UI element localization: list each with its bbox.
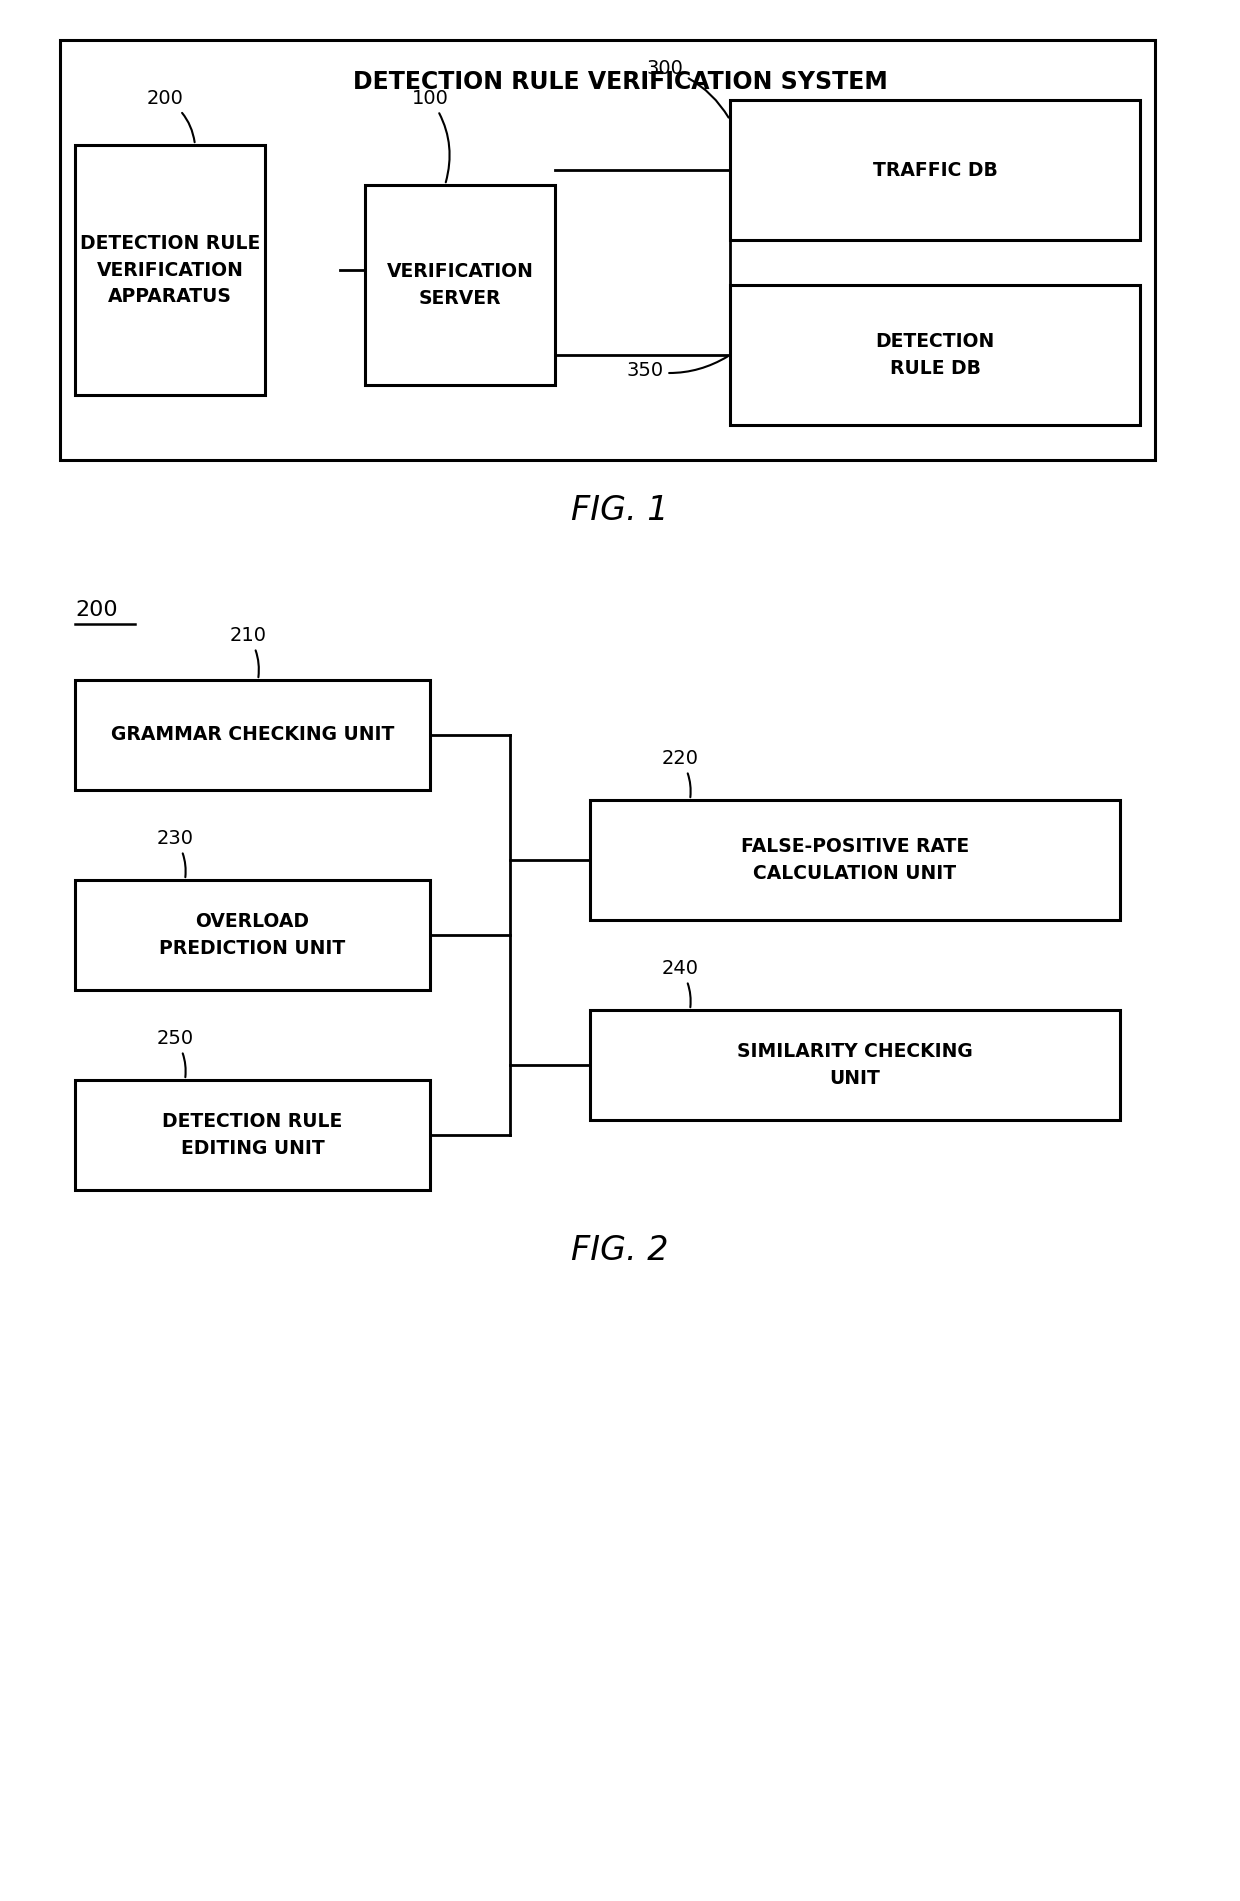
Bar <box>74 144 265 395</box>
Text: OVERLOAD
PREDICTION UNIT: OVERLOAD PREDICTION UNIT <box>160 912 346 958</box>
Bar <box>60 40 1154 460</box>
Text: 100: 100 <box>412 89 450 182</box>
Text: DETECTION
RULE DB: DETECTION RULE DB <box>875 333 994 378</box>
Text: DETECTION RULE VERIFICATION SYSTEM: DETECTION RULE VERIFICATION SYSTEM <box>352 70 888 93</box>
Text: 200: 200 <box>74 601 118 620</box>
Text: 250: 250 <box>156 1028 193 1078</box>
Text: GRAMMAR CHECKING UNIT: GRAMMAR CHECKING UNIT <box>110 726 394 745</box>
Bar <box>590 800 1120 920</box>
Text: 220: 220 <box>661 749 698 797</box>
Text: FIG. 2: FIG. 2 <box>572 1234 668 1266</box>
Text: 300: 300 <box>646 59 729 118</box>
Text: SIMILARITY CHECKING
UNIT: SIMILARITY CHECKING UNIT <box>737 1042 973 1087</box>
Text: 200: 200 <box>146 89 195 143</box>
Bar <box>730 285 1140 426</box>
Bar <box>74 1080 430 1190</box>
Text: FALSE-POSITIVE RATE
CALCULATION UNIT: FALSE-POSITIVE RATE CALCULATION UNIT <box>742 836 970 882</box>
Bar <box>74 681 430 791</box>
Text: FIG. 1: FIG. 1 <box>572 494 668 527</box>
Text: 210: 210 <box>229 625 267 677</box>
Text: 230: 230 <box>156 829 193 876</box>
Text: 350: 350 <box>626 357 728 380</box>
Bar <box>365 184 556 386</box>
Text: 240: 240 <box>661 958 698 1008</box>
Text: VERIFICATION
SERVER: VERIFICATION SERVER <box>387 262 533 308</box>
Bar <box>590 1009 1120 1120</box>
Bar <box>730 101 1140 240</box>
Text: DETECTION RULE
VERIFICATION
APPARATUS: DETECTION RULE VERIFICATION APPARATUS <box>79 234 260 306</box>
Bar <box>74 880 430 990</box>
Text: DETECTION RULE
EDITING UNIT: DETECTION RULE EDITING UNIT <box>162 1112 342 1158</box>
Text: TRAFFIC DB: TRAFFIC DB <box>873 160 997 179</box>
